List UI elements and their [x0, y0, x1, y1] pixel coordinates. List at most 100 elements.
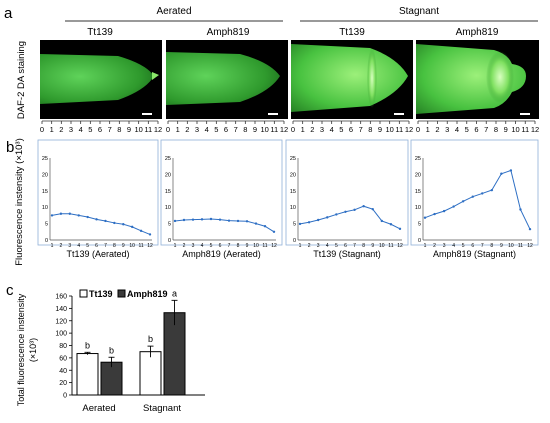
- x-tick-label: 3: [192, 243, 195, 249]
- ruler-tick-label: 4: [205, 125, 209, 134]
- x-tick-label: 6: [95, 243, 98, 249]
- bar-y-tick-label: 100: [55, 331, 67, 338]
- image-title-3: Tt139: [339, 27, 365, 38]
- significance-letter: b: [148, 334, 153, 344]
- data-point: [528, 227, 532, 231]
- data-point: [481, 192, 484, 195]
- bar-y-tick-label: 20: [59, 380, 67, 387]
- x-tick-label: 7: [353, 243, 356, 249]
- ruler-tick-label: 9: [378, 125, 382, 134]
- ruler-tick-label: 2: [59, 125, 63, 134]
- micrograph-amph819-stagnant: [416, 40, 539, 119]
- micrograph-tt139-aerated: [40, 40, 162, 119]
- bar-chart: 0 20 40 60 80 100 120 140 160 b b Aerated b a Stagnant: [55, 288, 205, 414]
- y-tick-label: 20: [165, 172, 171, 178]
- y-tick-label: 20: [415, 172, 421, 178]
- panel-c-ylabel-line2: (×10³): [28, 338, 38, 362]
- x-tick-label: 1: [51, 243, 54, 249]
- y-tick-label: 25: [415, 156, 421, 162]
- ruler-tick-label: 6: [349, 125, 353, 134]
- x-tick-label: 8: [362, 243, 365, 249]
- data-point: [362, 205, 365, 208]
- y-tick-label: 0: [293, 238, 296, 244]
- y-tick-label: 5: [293, 222, 296, 228]
- x-tick-label: 4: [326, 243, 329, 249]
- panel-c-label: c: [6, 282, 14, 299]
- data-point: [335, 213, 338, 216]
- data-point: [272, 230, 276, 233]
- x-tick-label: 3: [317, 243, 320, 249]
- ruler-tick-label: 12: [405, 125, 413, 134]
- x-tick-label: 7: [228, 243, 231, 249]
- bar-y-tick-label: 120: [55, 318, 67, 325]
- ruler-tick-label: 1: [301, 125, 305, 134]
- y-tick-label: 15: [415, 189, 421, 195]
- ruler-tick-label: 3: [320, 125, 324, 134]
- data-point: [68, 212, 72, 215]
- ruler-tick-label: 10: [134, 125, 142, 134]
- ruler-tick-label: 8: [368, 125, 372, 134]
- x-tick-label: 1: [424, 243, 427, 249]
- line-chart-xlabel-1: Tt139 (Aerated): [66, 249, 129, 259]
- ruler-tick-label: 2: [310, 125, 314, 134]
- series-line-3: [299, 205, 401, 230]
- y-tick-label: 25: [165, 156, 171, 162]
- data-point: [86, 215, 89, 219]
- ruler-tick-label: 4: [79, 125, 83, 134]
- data-point: [433, 212, 436, 216]
- data-point: [209, 217, 213, 221]
- data-point: [113, 221, 116, 225]
- ruler-tick-label: 7: [108, 125, 112, 134]
- ruler-tick-label: 10: [385, 125, 393, 134]
- x-tick-label: 3: [443, 243, 446, 249]
- data-point: [191, 218, 195, 221]
- ruler-tick-label: 12: [154, 125, 162, 134]
- data-point: [442, 209, 446, 213]
- ruler-tick-label: 11: [144, 125, 152, 134]
- bar-y-tick-label: 40: [59, 368, 67, 375]
- panel-c: c Total fluorescence instensity (×10³) T…: [6, 282, 205, 414]
- data-point: [148, 233, 152, 236]
- ruler-tick-label: 12: [531, 125, 539, 134]
- ruler-tick-label: 11: [270, 125, 278, 134]
- ruler-tick-label: 3: [69, 125, 73, 134]
- y-tick-label: 15: [165, 189, 171, 195]
- x-tick-label: 6: [344, 243, 347, 249]
- series-line-2: [174, 218, 275, 233]
- data-point: [218, 218, 222, 221]
- x-tick-label: 9: [246, 243, 249, 249]
- x-tick-label: 7: [481, 243, 484, 249]
- ruler-tick-label: 8: [494, 125, 498, 134]
- bar-y-tick-label: 80: [59, 343, 67, 350]
- legend-swatch-tt139: [79, 289, 88, 298]
- x-tick-label: 11: [138, 243, 143, 249]
- ruler-tick-label: 5: [339, 125, 343, 134]
- y-tick-label: 20: [42, 172, 48, 178]
- ruler-tick-label: 6: [224, 125, 228, 134]
- x-tick-label: 6: [471, 243, 474, 249]
- ruler-tick-label: 0: [166, 125, 170, 134]
- image-title-2: Amph819: [207, 27, 250, 38]
- ruler-tick-label: 9: [504, 125, 508, 134]
- data-point: [509, 169, 513, 172]
- x-tick-label: 2: [433, 243, 436, 249]
- x-tick-label: 11: [518, 243, 523, 249]
- data-point: [245, 220, 249, 223]
- scale-rulers: 0 1 2 3 4 5 6 7 8 9 10 11 12 0 1 2 3 4 5 6 7 8 9 10 11 12 0 1 2 3 4 5 6 7…: [40, 120, 539, 134]
- ruler-tick-label: 9: [253, 125, 257, 134]
- panel-b-ylabel: Fluorescence instensity (×10³): [14, 138, 25, 266]
- line-chart-frame-1: [37, 139, 159, 246]
- bar-legend: Tt139 Amph819: [79, 289, 168, 299]
- data-point: [139, 229, 143, 233]
- panel-c-ylabel-line1: Total fluorescence instensity: [16, 293, 26, 406]
- data-point: [380, 219, 384, 223]
- ruler-tick-label: 0: [416, 125, 420, 134]
- ruler-tick-label: 11: [521, 125, 529, 134]
- x-tick-label: 7: [104, 243, 107, 249]
- x-tick-label: 12: [397, 243, 403, 249]
- ruler-tick-label: 7: [359, 125, 363, 134]
- x-tick-label: 4: [201, 243, 204, 249]
- x-tick-label: 1: [299, 243, 302, 249]
- ruler-tick-label: 12: [280, 125, 288, 134]
